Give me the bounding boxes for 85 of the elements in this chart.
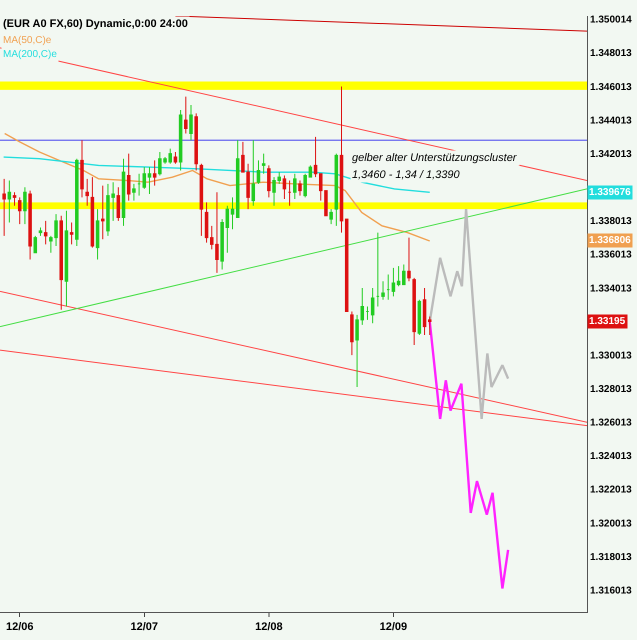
candlestick: [350, 310, 354, 356]
y-tick-label: 1.324013: [590, 451, 632, 462]
y-tick-label: 1.334013: [590, 283, 632, 294]
candlestick: [376, 232, 380, 307]
y-tick-label: 1.346013: [590, 82, 632, 93]
annotation: gelber alter Unterstützungscluster: [352, 152, 518, 164]
candlestick: [366, 306, 370, 320]
candlestick: [111, 182, 115, 222]
candlestick: [246, 163, 250, 210]
candlestick: [293, 173, 297, 200]
candlestick: [334, 153, 338, 226]
candlestick: [96, 208, 100, 260]
text: MA(50,C)e: [3, 35, 52, 46]
candlestick: [407, 237, 411, 282]
y-tick-label: 1.330013: [590, 350, 632, 362]
y-tick-label: 1.316013: [590, 585, 632, 596]
text: 1.339676: [589, 187, 632, 198]
y-tick-label: 1.350014: [590, 14, 632, 26]
candlestick: [381, 280, 385, 300]
candlestick: [49, 235, 53, 254]
candlestick: [298, 180, 302, 196]
candlestick: [267, 164, 271, 198]
y-tick-label: 1.326013: [590, 418, 632, 429]
candlestick: [282, 174, 286, 200]
candlestick: [23, 186, 27, 225]
x-tick-label: 12/09: [380, 621, 408, 634]
candlestick: [59, 215, 64, 310]
candlestick: [178, 110, 182, 171]
text: 1.33195: [589, 316, 626, 327]
candlestick: [34, 235, 38, 254]
candlestick: [75, 158, 79, 247]
candlestick: [90, 176, 94, 248]
candlestick: [386, 274, 390, 300]
candlestick: [412, 277, 416, 346]
x-tick-label: 12/06: [6, 621, 34, 634]
candlestick: [12, 192, 16, 206]
candlestick: [18, 196, 22, 225]
candlestick: [54, 214, 58, 247]
x-tick-label: 12/08: [255, 621, 283, 634]
y-tick-label: 1.342013: [590, 148, 632, 160]
candlestick: [80, 140, 84, 198]
x-tick-label: 12/07: [130, 621, 158, 634]
candlestick: [44, 220, 48, 245]
candlestick: [158, 151, 162, 176]
y-tick-label: 1.322013: [590, 484, 632, 496]
candlestick: [418, 299, 422, 336]
candlestick: [116, 186, 120, 222]
candlestick: [262, 153, 266, 174]
text: MA(200,C)e: [3, 49, 58, 60]
candlestick: [288, 180, 292, 206]
candlestick: [122, 158, 126, 226]
y-tick-label: 1.344013: [590, 115, 632, 126]
candlestick: [85, 178, 89, 206]
candlestick: [137, 173, 141, 196]
chart-title: (EUR A0 FX,60) Dynamic,0:00 24:00: [3, 18, 188, 30]
y-tick-label: 1.336013: [590, 250, 632, 261]
candlestick: [28, 190, 32, 260]
candlestick: [174, 151, 178, 164]
candlestick: [70, 222, 74, 245]
candlestick: [132, 183, 136, 202]
candlestick: [2, 178, 6, 236]
candlestick: [184, 96, 188, 134]
candlestick: [241, 141, 245, 173]
candlestick: [329, 208, 333, 225]
candlestick: [252, 140, 256, 206]
candlestick: [256, 160, 260, 184]
y-tick-label: 1.328013: [590, 384, 632, 395]
candlestick: [370, 287, 374, 324]
text: 1.336806: [589, 235, 632, 246]
annotation: 1,3460 - 1,34 / 1,3390: [352, 169, 461, 181]
candlestick: [106, 183, 110, 236]
candlestick: [194, 112, 198, 171]
y-tick-label: 1.318013: [590, 552, 632, 563]
y-tick-label: 1.320013: [590, 518, 632, 530]
candlestick: [100, 185, 105, 240]
y-tick-label: 1.338013: [590, 216, 632, 228]
candlestick: [152, 160, 156, 186]
candlestick: [392, 267, 396, 297]
candlestick: [64, 210, 68, 307]
candlestick: [126, 153, 130, 202]
candlestick: [189, 104, 193, 141]
candlestick: [38, 227, 42, 236]
candlestick: [8, 180, 12, 223]
candlestick: [200, 163, 204, 236]
y-tick-label: 1.348013: [590, 48, 632, 60]
